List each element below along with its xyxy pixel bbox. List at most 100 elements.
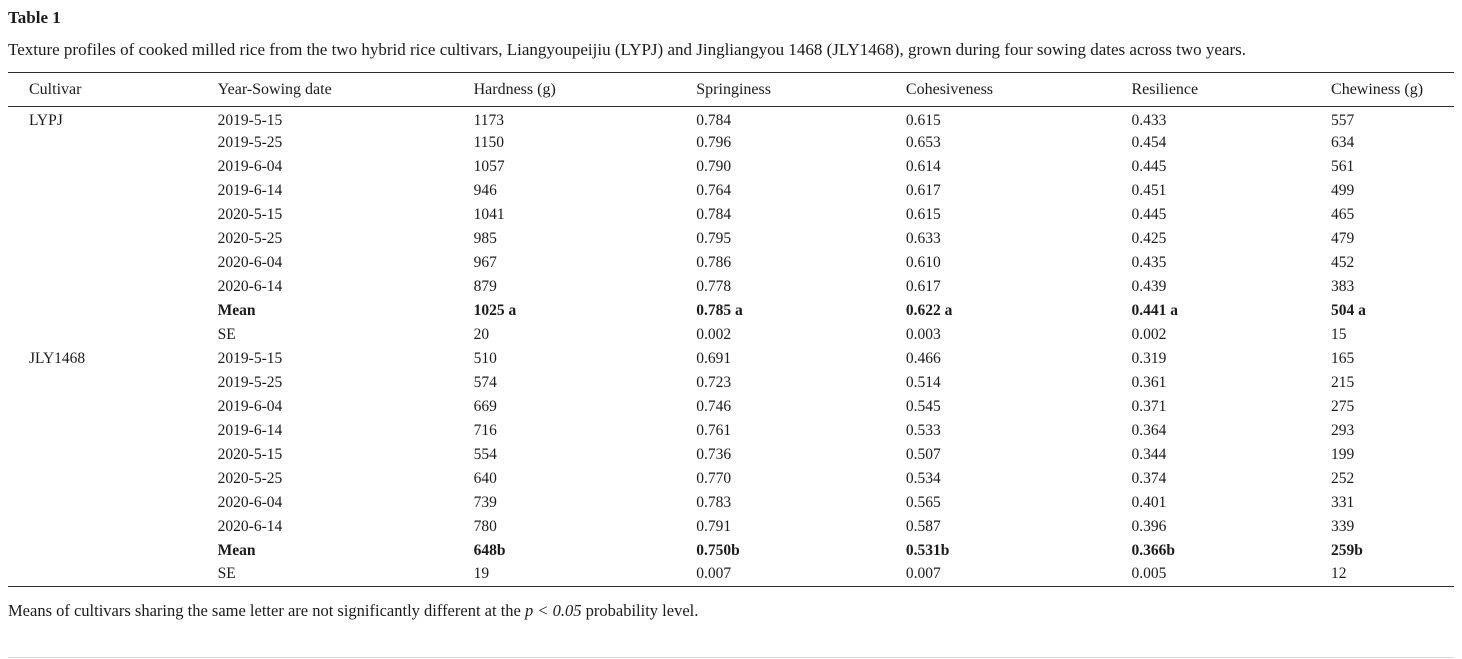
table-cell: 0.736 bbox=[696, 445, 732, 463]
table-cell bbox=[8, 227, 218, 251]
table-cell: 2019-5-25 bbox=[217, 373, 283, 391]
table-cell: 339 bbox=[1331, 517, 1355, 535]
table-row: 2020-6-14 879 0.778 0.617 0.439 383 bbox=[8, 275, 1454, 299]
table-cell: 557 bbox=[1331, 111, 1355, 129]
table-cell: 0.785 a bbox=[696, 301, 743, 319]
table-cell: 12 bbox=[1331, 565, 1347, 583]
table-cell: 1057 bbox=[473, 157, 505, 175]
table-row: 2020-5-15 554 0.736 0.507 0.344 199 bbox=[8, 443, 1454, 467]
table-row: 2019-6-14 716 0.761 0.533 0.364 293 bbox=[8, 419, 1454, 443]
table-cell: 259b bbox=[1331, 541, 1363, 559]
table-cell: 0.466 bbox=[905, 349, 941, 367]
col-header-resilience: Resilience bbox=[1131, 72, 1332, 107]
table-cell: 0.007 bbox=[696, 565, 732, 583]
table-cell: 0.790 bbox=[696, 157, 732, 175]
col-header-cultivar: Cultivar bbox=[8, 72, 218, 107]
table-cell: 0.531b bbox=[905, 541, 950, 559]
table-cell: 716 bbox=[473, 421, 497, 439]
table-cell: 0.622 a bbox=[905, 301, 953, 319]
table-cell: 561 bbox=[1331, 157, 1355, 175]
table-cell: 0.746 bbox=[696, 397, 732, 415]
table-cell: 499 bbox=[1331, 181, 1355, 199]
table-cell: 879 bbox=[473, 277, 497, 295]
table-cell: 0.761 bbox=[696, 421, 732, 439]
table-cell: 985 bbox=[473, 229, 497, 247]
table-cell: 0.615 bbox=[905, 111, 941, 129]
table-cell: 275 bbox=[1331, 397, 1355, 415]
table-cell: 15 bbox=[1331, 325, 1347, 343]
table-row: 2020-5-15 1041 0.784 0.615 0.445 465 bbox=[8, 203, 1454, 227]
table-cell: 2019-5-15 bbox=[217, 111, 283, 129]
table-cell bbox=[8, 323, 218, 347]
col-header-chewiness: Chewiness (g) bbox=[1331, 72, 1454, 107]
table-cell: 452 bbox=[1331, 253, 1355, 271]
table-cell: 504 a bbox=[1331, 301, 1366, 319]
table-cell: 1025 a bbox=[473, 301, 517, 319]
table-cell: LYPJ bbox=[29, 111, 63, 129]
table-cell: 0.005 bbox=[1131, 565, 1167, 583]
table-caption: Texture profiles of cooked milled rice f… bbox=[8, 40, 1247, 59]
table-cell: Mean bbox=[217, 541, 256, 559]
table-cell: 2019-6-04 bbox=[217, 157, 283, 175]
header-row: Cultivar Year-Sowing date Hardness (g) S… bbox=[8, 72, 1454, 107]
table-cell: 383 bbox=[1331, 277, 1355, 295]
table-cell: 0.750b bbox=[696, 541, 740, 559]
table-cell bbox=[8, 155, 218, 179]
table-cell bbox=[8, 467, 218, 491]
table-cell: 739 bbox=[473, 493, 497, 511]
table-row: 2020-6-14 780 0.791 0.587 0.396 339 bbox=[8, 515, 1454, 539]
table-cell: 0.445 bbox=[1131, 157, 1167, 175]
table-cell: 2020-5-15 bbox=[217, 445, 283, 463]
table-cell: 0.364 bbox=[1131, 421, 1167, 439]
table-cell: 0.396 bbox=[1131, 517, 1167, 535]
table-cell: 0.507 bbox=[905, 445, 941, 463]
col-header-year-sowing-date: Year-Sowing date bbox=[217, 72, 474, 107]
table-cell: 1173 bbox=[473, 111, 505, 129]
table-cell: 0.454 bbox=[1131, 133, 1167, 151]
table-cell: 2019-5-15 bbox=[217, 349, 283, 367]
table-cell bbox=[8, 443, 218, 467]
table-cell: 252 bbox=[1331, 469, 1355, 487]
col-header-cohesiveness: Cohesiveness bbox=[905, 72, 1132, 107]
texture-profile-table: Cultivar Year-Sowing date Hardness (g) S… bbox=[8, 72, 1454, 587]
table-cell bbox=[8, 203, 218, 227]
footnote-text: Means of cultivars sharing the same lett… bbox=[8, 601, 525, 620]
table-cell: 0.565 bbox=[905, 493, 941, 511]
table-cell bbox=[8, 299, 218, 323]
table-cell: 479 bbox=[1331, 229, 1355, 247]
table-cell bbox=[8, 179, 218, 203]
table-cell: 648b bbox=[473, 541, 506, 559]
table-cell: 2020-5-25 bbox=[217, 229, 283, 247]
table-cell bbox=[8, 539, 218, 563]
table-cell: 510 bbox=[473, 349, 497, 367]
table-cell: 2020-5-25 bbox=[217, 469, 283, 487]
table-row: 2020-6-04 739 0.783 0.565 0.401 331 bbox=[8, 491, 1454, 515]
table-cell: 2019-6-14 bbox=[217, 421, 283, 439]
table-cell: SE bbox=[217, 565, 236, 583]
table-cell: 0.610 bbox=[905, 253, 941, 271]
table-cell bbox=[8, 515, 218, 539]
table-label: Table 1 bbox=[8, 8, 61, 27]
table-cell: 1150 bbox=[473, 133, 505, 151]
table-cell: 0.786 bbox=[696, 253, 732, 271]
table-cell: 554 bbox=[473, 445, 497, 463]
table-row: LYPJ 2019-5-15 1173 0.784 0.615 0.433 557 bbox=[8, 107, 1454, 131]
table-cell bbox=[8, 275, 218, 299]
table-cell bbox=[8, 251, 218, 275]
table-cell: 165 bbox=[1331, 349, 1355, 367]
table-cell: 634 bbox=[1331, 133, 1355, 151]
table-row: 2020-5-25 640 0.770 0.534 0.374 252 bbox=[8, 467, 1454, 491]
table-cell: 0.007 bbox=[905, 565, 941, 583]
table-row: 2019-6-04 1057 0.790 0.614 0.445 561 bbox=[8, 155, 1454, 179]
table-cell: 1041 bbox=[473, 205, 505, 223]
table-row: 2019-6-04 669 0.746 0.545 0.371 275 bbox=[8, 395, 1454, 419]
table-cell: 0.764 bbox=[696, 181, 732, 199]
table-cell: 2019-6-04 bbox=[217, 397, 283, 415]
table-cell: 199 bbox=[1331, 445, 1355, 463]
table-cell: 0.366b bbox=[1131, 541, 1175, 559]
table-cell: 0.445 bbox=[1131, 205, 1167, 223]
table-cell: 2020-6-14 bbox=[217, 517, 283, 535]
table-cell: 0.615 bbox=[905, 205, 941, 223]
table-cell: 0.795 bbox=[696, 229, 732, 247]
table-cell: 0.441 a bbox=[1131, 301, 1178, 319]
